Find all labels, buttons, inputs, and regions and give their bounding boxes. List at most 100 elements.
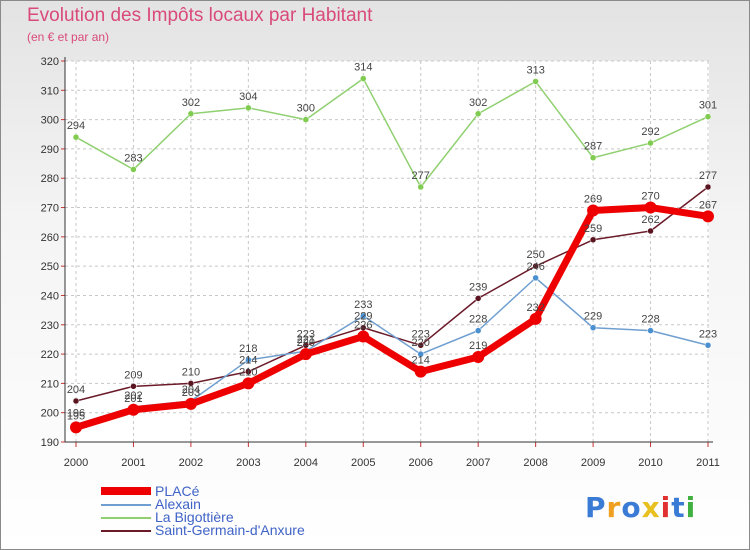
data-point	[72, 133, 80, 141]
y-tick-label: 240	[41, 290, 59, 302]
legend-label: Alexain	[155, 496, 201, 512]
data-point	[472, 351, 485, 364]
data-point	[360, 75, 367, 82]
data-label: 228	[641, 314, 659, 326]
data-label: 204	[182, 384, 200, 396]
x-tick-label: 2003	[236, 457, 260, 469]
legend-swatch	[101, 517, 151, 519]
legend-item-saint-germain: Saint-Germain-d'Anxure	[101, 522, 361, 538]
x-tick-label: 2006	[408, 457, 432, 469]
data-point	[532, 274, 539, 282]
legend-label: Saint-Germain-d'Anxure	[155, 522, 305, 538]
data-label: 229	[354, 311, 372, 323]
data-label: 283	[124, 152, 142, 164]
data-label: 221	[297, 334, 315, 346]
y-tick-label: 320	[41, 56, 59, 68]
data-point	[127, 403, 140, 416]
data-point	[647, 327, 654, 334]
data-label: 218	[239, 343, 257, 355]
x-tick-label: 2011	[696, 457, 720, 469]
y-tick-label: 300	[41, 115, 59, 127]
data-label: 220	[412, 337, 430, 349]
x-tick-label: 2008	[523, 457, 547, 469]
data-point	[647, 227, 654, 235]
data-point	[417, 183, 424, 191]
data-label: 259	[584, 223, 602, 235]
data-point	[702, 210, 714, 223]
y-tick-label: 270	[41, 203, 59, 215]
y-tick-label: 280	[41, 173, 59, 185]
logo-letter: i	[685, 491, 697, 524]
data-label: 277	[699, 170, 717, 182]
legend-item-alexain: Alexain	[101, 496, 361, 512]
data-point	[589, 324, 597, 331]
data-label: 314	[354, 62, 372, 74]
data-point	[130, 166, 137, 173]
series-line-3	[75, 186, 709, 402]
logo-letter: i	[660, 491, 672, 524]
data-point	[414, 365, 427, 378]
x-tick-label: 2004	[294, 457, 318, 469]
data-point	[245, 368, 252, 375]
data-point	[184, 397, 197, 410]
legend-label: La Bigottière	[155, 509, 234, 525]
data-point	[245, 356, 252, 364]
data-label: 228	[469, 314, 487, 326]
data-label: 210	[182, 366, 200, 378]
data-point	[242, 377, 255, 390]
data-label: 304	[239, 91, 257, 103]
chart-subtitle: (en € et par an)	[27, 30, 110, 44]
data-point	[72, 397, 80, 405]
data-point	[245, 104, 252, 112]
legend-swatch	[101, 530, 151, 532]
y-tick-label: 290	[41, 144, 59, 156]
x-tick-label: 2010	[638, 457, 662, 469]
data-label: 219	[469, 340, 487, 352]
data-label: 233	[354, 299, 372, 311]
legend-swatch	[101, 487, 151, 495]
y-tick-label: 190	[41, 437, 59, 449]
data-point	[704, 183, 712, 191]
data-label: 203	[182, 387, 200, 399]
legend-swatch	[101, 504, 151, 506]
data-point	[532, 262, 539, 270]
data-label: 301	[699, 100, 717, 112]
data-point	[529, 312, 542, 325]
data-point	[187, 110, 195, 118]
data-point	[532, 78, 539, 85]
data-label: 220	[297, 337, 315, 349]
x-tick-label: 2009	[581, 457, 605, 469]
data-label: 214	[412, 355, 430, 367]
data-point	[357, 330, 370, 343]
data-label: 204	[67, 384, 85, 396]
data-label: 302	[182, 97, 200, 109]
y-tick-label: 200	[41, 408, 59, 420]
y-tick-label: 220	[41, 349, 59, 361]
data-label: 195	[67, 410, 85, 422]
y-tick-label: 210	[41, 378, 59, 390]
data-point	[360, 312, 367, 320]
data-label: 201	[124, 393, 142, 405]
data-label: 287	[584, 141, 602, 153]
data-point	[704, 113, 712, 120]
x-tick-label: 2000	[64, 457, 88, 469]
data-label: 232	[526, 302, 544, 314]
y-tick-label: 260	[41, 232, 59, 244]
x-tick-label: 2007	[466, 457, 490, 469]
logo-letter: o	[621, 491, 642, 524]
data-label: 209	[124, 369, 142, 381]
data-label: 239	[469, 281, 487, 293]
series-line-0	[74, 204, 709, 431]
data-point	[644, 201, 657, 214]
legend-item-placé: PLACé	[101, 483, 361, 499]
series-line-2	[75, 77, 709, 188]
data-label: 269	[584, 193, 602, 205]
data-label: 267	[699, 199, 717, 211]
data-point	[474, 110, 482, 118]
data-label: 226	[354, 319, 372, 331]
data-point	[474, 295, 482, 302]
logo-letter: x	[641, 491, 661, 524]
data-label: 302	[469, 97, 487, 109]
